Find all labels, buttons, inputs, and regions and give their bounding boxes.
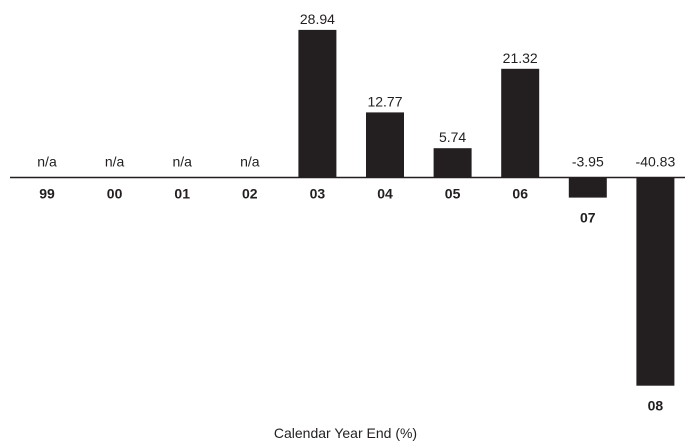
value-label-06: 21.32 xyxy=(503,50,538,66)
value-label-05: 5.74 xyxy=(439,129,466,145)
value-label-08: -40.83 xyxy=(636,154,676,170)
value-label-04: 12.77 xyxy=(367,93,402,109)
category-label-08: 08 xyxy=(648,398,664,414)
category-label-00: 00 xyxy=(107,186,123,202)
category-label-99: 99 xyxy=(39,186,55,202)
value-label-99: n/a xyxy=(37,154,57,170)
category-label-04: 04 xyxy=(377,186,393,202)
category-label-06: 06 xyxy=(512,186,528,202)
bar-08 xyxy=(636,177,675,386)
bar-05 xyxy=(433,148,472,178)
category-label-07: 07 xyxy=(580,210,596,226)
category-label-03: 03 xyxy=(310,186,326,202)
value-label-02: n/a xyxy=(240,154,260,170)
x-axis-title: Calendar Year End (%) xyxy=(274,425,417,441)
category-label-05: 05 xyxy=(445,186,461,202)
category-label-02: 02 xyxy=(242,186,258,202)
bar-04 xyxy=(366,112,404,178)
value-label-00: n/a xyxy=(105,154,125,170)
labels-group: n/a 99 n/a 00 n/a 01 n/a 02 28.94 03 12.77 04 5.74 05… xyxy=(37,11,675,414)
value-label-03: 28.94 xyxy=(300,11,335,27)
bar-03 xyxy=(298,29,337,178)
bar-07 xyxy=(568,177,607,198)
bars-group xyxy=(298,29,675,386)
value-label-07: -3.95 xyxy=(572,154,604,170)
value-label-01: n/a xyxy=(172,154,192,170)
bar-06 xyxy=(501,68,540,178)
category-label-01: 01 xyxy=(174,186,190,202)
